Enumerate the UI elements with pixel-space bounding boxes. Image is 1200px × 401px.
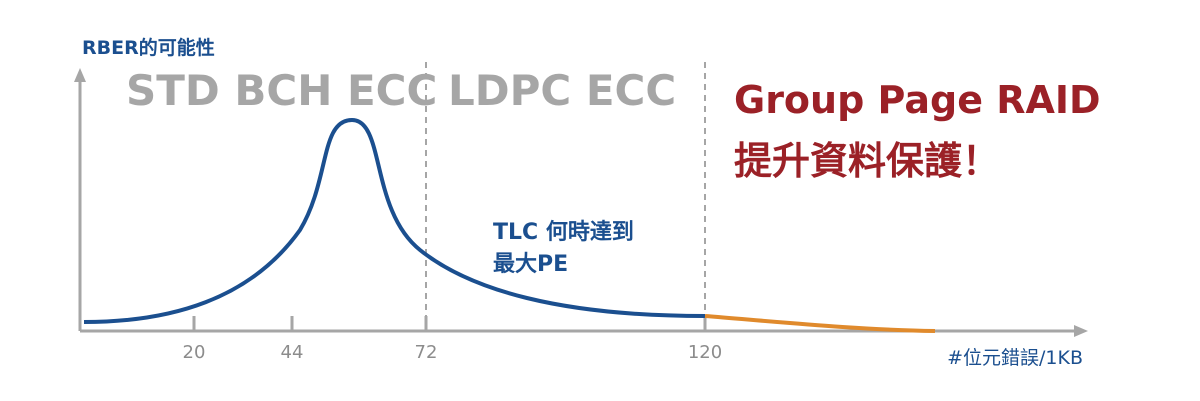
x-axis-label: #位元錯誤/1KB	[947, 347, 1083, 369]
y-axis-arrow	[74, 68, 86, 82]
zone-label-ldpc-ecc: LDPC ECC	[448, 66, 677, 115]
tick-label-44: 44	[280, 342, 304, 363]
annotation-line-1: TLC 何時達到	[493, 220, 634, 245]
tick-label-120: 120	[687, 342, 723, 363]
rber-curve	[83, 117, 706, 324]
callout-title: Group Page RAID	[734, 78, 1101, 122]
zone-label-std-bch-ecc: STD BCH ECC	[126, 66, 438, 115]
tick-label-72: 72	[414, 342, 438, 363]
x-axis-arrow	[1074, 325, 1088, 337]
y-axis-label: RBER的可能性	[82, 37, 215, 59]
rber-curve-tail	[704, 314, 936, 333]
annotation-line-2: 最大PE	[493, 252, 569, 277]
tick-label-20: 20	[182, 342, 206, 363]
callout-subtitle: 提升資料保護！	[734, 139, 1001, 183]
